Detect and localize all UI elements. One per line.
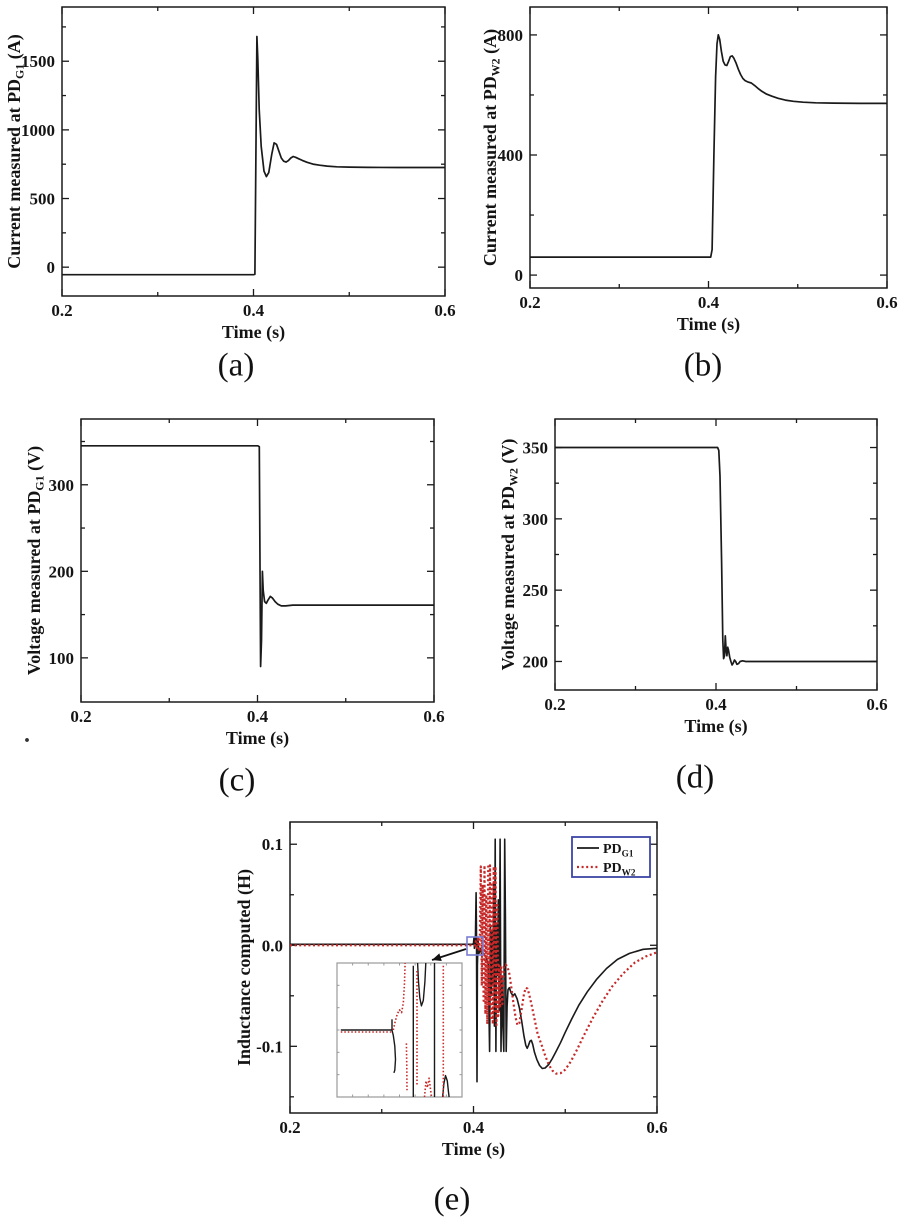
chart-a-frame: [61, 6, 446, 297]
chart-d-xlabel: Time (s): [684, 716, 747, 737]
chart-c: 0.2 0.4 0.6 100 200 300 Time (s) Voltage measur…: [24, 418, 445, 749]
chart-d-frame: [554, 418, 878, 691]
chart-d-ytick: 200: [523, 652, 549, 671]
chart-e-ytick: -0.1: [256, 1037, 283, 1056]
inset-arrowhead: [432, 953, 442, 962]
chart-b-xlabel: Time (s): [677, 314, 740, 335]
chart-a-ytick: 500: [30, 190, 56, 209]
chart-b-ylabel: Current measured at PDW2 (A): [480, 29, 503, 266]
stray-dot: .: [24, 722, 30, 748]
chart-b-ytick: 800: [498, 26, 524, 45]
chart-e-ytick: 0.1: [262, 835, 283, 854]
chart-e-ytick: 0.0: [262, 936, 283, 955]
chart-d-ylabel: Voltage measured at PDW2 (V): [498, 439, 521, 671]
chart-c-ytick: 300: [49, 476, 75, 495]
chart-c-ytick: 200: [49, 562, 75, 581]
chart-c-xtick: 0.2: [70, 707, 91, 726]
chart-d: 0.2 0.4 0.6 200 250 300 350 Time (s) Voltage mea…: [498, 418, 888, 737]
zoom-region-rect: [466, 936, 484, 956]
chart-a-xtick: 0.2: [51, 301, 72, 320]
chart-a-xtick: 0.4: [243, 301, 265, 320]
chart-b-series-PD_W2: [530, 34, 887, 258]
chart-e-xtick: 0.2: [279, 1118, 300, 1137]
chart-e-series-PD_W2: [290, 864, 658, 1075]
chart-c-xtick: 0.4: [247, 707, 269, 726]
chart-d-ytick: 250: [523, 581, 549, 600]
chart-e-ylabel: Inductance computed (H): [234, 869, 255, 1066]
legend-entry-label: PDW2: [603, 861, 636, 878]
caption-a: (a): [217, 347, 255, 384]
chart-d-ytick: 350: [523, 439, 549, 458]
chart-d-xtick: 0.4: [705, 695, 727, 714]
caption-c: (c): [218, 762, 256, 799]
chart-d-xtick: 0.2: [544, 695, 565, 714]
caption-b: (b): [683, 347, 723, 384]
chart-b-xtick: 0.4: [698, 293, 720, 312]
chart-c-ylabel: Voltage measured at PDG1 (V): [24, 446, 47, 675]
chart-a-ytick: 1000: [21, 121, 55, 140]
legend-box: [571, 836, 651, 878]
chart-e-series-PD_G1: [290, 838, 658, 1083]
chart-a-xtick: 0.6: [434, 301, 455, 320]
chart-e-xlabel: Time (s): [442, 1139, 505, 1160]
chart-e-xtick: 0.6: [646, 1118, 667, 1137]
chart-c-frame: [80, 418, 435, 703]
chart-a-xlabel: Time (s): [222, 322, 285, 343]
chart-a: 0.2 0.4 0.6 0 500 1000 1500 Time (s) Current mea…: [4, 6, 456, 343]
caption-e: (e): [433, 1181, 471, 1218]
chart-c-xtick: 0.6: [423, 707, 444, 726]
chart-a-ylabel: Current measured at PDG1 (A): [4, 34, 27, 269]
chart-e-xtick: 0.4: [463, 1118, 485, 1137]
chart-c-ytick: 100: [49, 649, 75, 668]
chart-c-series-PD_G1: [81, 444, 434, 668]
caption-d: (d): [675, 759, 715, 796]
chart-e: 0.2 0.4 0.6 -0.1 0.0 0.1 Time (s) Inductance co…: [234, 821, 668, 1160]
chart-b-xtick: 0.2: [519, 293, 540, 312]
chart-c-xlabel: Time (s): [226, 728, 289, 749]
chart-b-frame: [529, 6, 888, 289]
chart-d-ytick: 300: [523, 510, 549, 529]
chart-b: 0.2 0.4 0.6 0 400 800 Time (s) Current measured…: [480, 6, 898, 335]
chart-b-ytick: 0: [515, 266, 524, 285]
chart-d-series-PD_W2: [555, 446, 877, 666]
chart-a-series-PD_G1: [62, 35, 445, 276]
chart-a-ytick: 1500: [21, 52, 55, 71]
chart-b-xtick: 0.6: [876, 293, 897, 312]
chart-b-ytick: 400: [498, 146, 524, 165]
chart-d-xtick: 0.6: [866, 695, 887, 714]
legend-entry-label: PDG1: [603, 842, 634, 859]
chart-a-ytick: 0: [47, 258, 56, 277]
